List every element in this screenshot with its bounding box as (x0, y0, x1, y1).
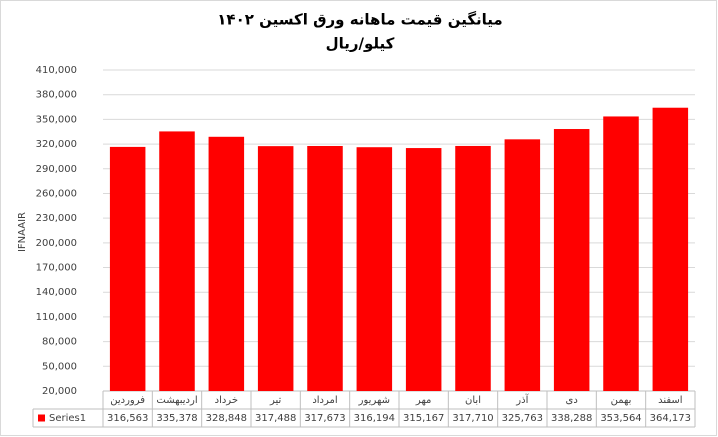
chart-subtitle: کیلو/ریال (326, 35, 395, 53)
table-value: 316,563 (107, 413, 148, 424)
bar (504, 139, 541, 391)
x-tick-label: تیر (269, 395, 282, 406)
y-tick-label: 170,000 (36, 263, 77, 274)
y-tick-label: 260,000 (36, 188, 77, 199)
table-value: 317,673 (304, 413, 345, 424)
x-tick-label: بهمن (611, 395, 632, 406)
y-tick-label: 80,000 (42, 337, 77, 348)
table-value: 338,288 (551, 413, 592, 424)
bar (109, 146, 146, 391)
table-value: 315,167 (403, 413, 444, 424)
bar (553, 129, 590, 392)
x-tick-label: اردیبهشت (156, 395, 197, 406)
bar (652, 107, 689, 391)
legend-label: Series1 (49, 413, 86, 424)
x-tick-label: مهر (415, 395, 431, 406)
table-value: 353,564 (600, 413, 641, 424)
bar (603, 116, 639, 391)
y-tick-label: 410,000 (36, 65, 77, 76)
table-value: 317,710 (452, 413, 493, 424)
y-tick-label: 350,000 (36, 114, 77, 125)
bar (307, 145, 343, 391)
y-tick-label: 110,000 (36, 312, 77, 323)
table-value: 335,378 (156, 413, 197, 424)
bar (356, 147, 393, 391)
x-tick-label: شهریور (358, 395, 390, 406)
x-tick-label: فروردین (110, 395, 145, 406)
x-tick-label: امرداد (312, 395, 337, 406)
x-tick-label: دی (566, 395, 578, 406)
chart-title: میانگین قیمت ماهانه ورق اکسین ۱۴۰۲ (217, 11, 502, 29)
x-tick-label: خرداد (215, 395, 238, 406)
y-tick-label: 20,000 (42, 386, 77, 397)
y-axis-label: IFNAAIR (17, 212, 28, 252)
bar (257, 146, 294, 391)
y-tick-label: 290,000 (36, 164, 77, 175)
x-tick-label: آذر (515, 393, 529, 406)
bar (405, 148, 442, 391)
bar (159, 131, 195, 391)
y-tick-label: 140,000 (36, 287, 77, 298)
table-value: 317,488 (255, 413, 296, 424)
y-tick-label: 320,000 (36, 139, 77, 150)
y-tick-label: 50,000 (42, 361, 77, 372)
y-tick-label: 230,000 (36, 213, 77, 224)
y-tick-label: 200,000 (36, 238, 77, 249)
table-value: 316,194 (354, 413, 395, 424)
y-tick-label: 380,000 (36, 90, 77, 101)
table-value: 364,173 (650, 413, 691, 424)
x-tick-label: اسفند (658, 395, 682, 406)
x-tick-label: ابان (465, 395, 481, 406)
bar (455, 145, 491, 391)
bar (208, 136, 245, 391)
legend-key (38, 414, 45, 422)
table-value: 328,848 (206, 413, 247, 424)
table-value: 325,763 (502, 413, 543, 424)
